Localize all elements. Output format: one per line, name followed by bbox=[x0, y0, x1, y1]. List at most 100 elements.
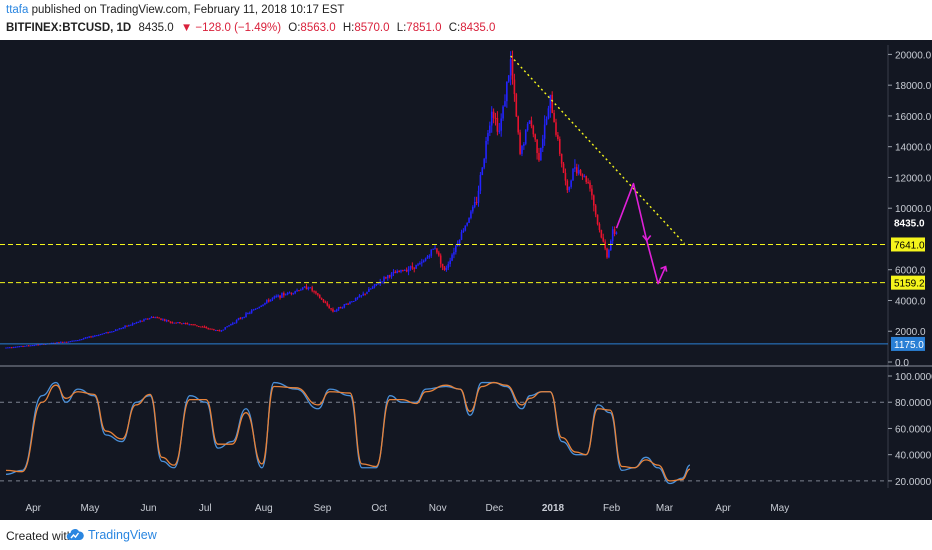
stoch-d-line[interactable] bbox=[5, 381, 691, 482]
chart-header: ttafa published on TradingView.com, Febr… bbox=[0, 0, 932, 40]
candle-body bbox=[519, 132, 521, 154]
candle-body bbox=[434, 248, 436, 250]
author-link[interactable]: ttafa bbox=[6, 4, 29, 16]
chart-area[interactable]: 20000.0 18000.0 16000.0 14000.0 12000.0 10000… bbox=[0, 40, 932, 520]
candle-body bbox=[245, 313, 247, 318]
time-axis: Apr May Jun Jul Aug Sep Oct Nov Dec 2018 Feb Mar Apr… bbox=[25, 503, 789, 514]
candle-body bbox=[475, 202, 478, 204]
level-label: 5159.2 bbox=[894, 279, 925, 290]
candle-body bbox=[557, 134, 559, 140]
candle-body bbox=[284, 294, 287, 296]
candle-body bbox=[375, 284, 378, 286]
candle-body bbox=[402, 269, 404, 271]
candle-body bbox=[551, 94, 554, 113]
candle-body bbox=[424, 258, 427, 261]
candle-body bbox=[530, 120, 533, 127]
stochastic-pane[interactable]: 100.0000 80.0000 60.0000 40.0000 20.0000 bbox=[0, 372, 932, 488]
candle-body bbox=[281, 293, 283, 298]
candle-body bbox=[481, 167, 484, 176]
candle-body bbox=[33, 345, 36, 347]
level-label-box bbox=[891, 237, 925, 252]
candle-body bbox=[403, 269, 406, 271]
footer: Created with TradingView bbox=[0, 520, 932, 550]
candle-body bbox=[413, 267, 416, 269]
candle-body bbox=[415, 264, 417, 269]
candle-body bbox=[386, 275, 389, 279]
candle-body bbox=[182, 323, 185, 325]
time-tick-label: 2018 bbox=[542, 503, 565, 514]
candle-body bbox=[464, 225, 467, 231]
price-tick-label: 10000.0 bbox=[895, 204, 932, 215]
candle-body bbox=[362, 293, 365, 296]
candle-body bbox=[407, 269, 410, 272]
candle-body bbox=[237, 318, 240, 321]
candle-body bbox=[358, 295, 361, 298]
candle-body bbox=[432, 248, 434, 250]
candle-body bbox=[128, 325, 130, 327]
chart-background bbox=[0, 40, 932, 520]
candle-body bbox=[436, 248, 438, 253]
stoch-tick-label: 100.0000 bbox=[895, 372, 932, 383]
last-price: 8435.0 bbox=[138, 22, 174, 34]
candle-body bbox=[277, 295, 279, 297]
candle-body bbox=[545, 119, 548, 125]
candle-body bbox=[524, 130, 527, 144]
candle-body bbox=[568, 186, 571, 191]
candle-body bbox=[585, 176, 588, 182]
time-tick-label: Apr bbox=[25, 503, 41, 514]
candle-body bbox=[347, 303, 349, 305]
candle-body bbox=[613, 229, 616, 234]
candle-body bbox=[232, 323, 234, 325]
candle-body bbox=[14, 346, 17, 348]
candle-body bbox=[249, 312, 251, 314]
price-pane[interactable]: 20000.0 18000.0 16000.0 14000.0 12000.0 10000… bbox=[0, 45, 932, 488]
tradingview-brand[interactable]: TradingView bbox=[88, 528, 157, 542]
price-tick-label: 4000.0 bbox=[895, 296, 926, 307]
candle-body bbox=[411, 266, 414, 268]
candle-body bbox=[61, 341, 64, 343]
projection-arrowhead bbox=[660, 265, 668, 272]
candle-body bbox=[419, 262, 421, 265]
candle-body bbox=[572, 168, 574, 181]
low-value: 7851.0 bbox=[406, 22, 442, 34]
candle-body bbox=[511, 59, 514, 80]
candle-body bbox=[562, 163, 565, 173]
candle-body bbox=[341, 307, 344, 309]
candle-body bbox=[12, 347, 15, 349]
candle-body bbox=[97, 335, 100, 337]
candle-body bbox=[69, 341, 72, 343]
candle-body bbox=[290, 292, 293, 294]
candle-body bbox=[275, 296, 278, 298]
candle-body bbox=[228, 325, 230, 327]
candle-body bbox=[250, 310, 253, 313]
candle-body bbox=[173, 322, 176, 324]
candle-body bbox=[334, 310, 336, 312]
candle-body bbox=[71, 340, 73, 342]
candle-body bbox=[577, 170, 580, 174]
tradingview-cloud-icon[interactable] bbox=[66, 527, 84, 543]
candle-body bbox=[430, 249, 433, 256]
time-tick-label: Dec bbox=[485, 503, 503, 514]
candle-body bbox=[615, 232, 618, 234]
candle-body bbox=[445, 267, 448, 270]
candle-body bbox=[233, 322, 236, 324]
time-tick-label: Sep bbox=[314, 503, 332, 514]
candle-body bbox=[549, 94, 552, 109]
candle-body bbox=[517, 116, 519, 133]
high-value: 8570.0 bbox=[354, 22, 390, 34]
candle-body bbox=[133, 323, 136, 325]
candle-body bbox=[25, 345, 28, 347]
candle-body bbox=[543, 124, 546, 139]
candle-body bbox=[298, 290, 300, 292]
candle-body bbox=[258, 306, 261, 309]
candle-body bbox=[175, 322, 177, 324]
candle-body bbox=[534, 134, 536, 140]
candle-body bbox=[27, 345, 30, 347]
candle-body bbox=[179, 322, 181, 324]
candle-body bbox=[279, 295, 281, 298]
candle-body bbox=[86, 337, 89, 339]
candle-body bbox=[156, 317, 158, 319]
candle-body bbox=[224, 327, 227, 330]
candle-body bbox=[226, 326, 228, 328]
candle-body bbox=[498, 130, 501, 132]
